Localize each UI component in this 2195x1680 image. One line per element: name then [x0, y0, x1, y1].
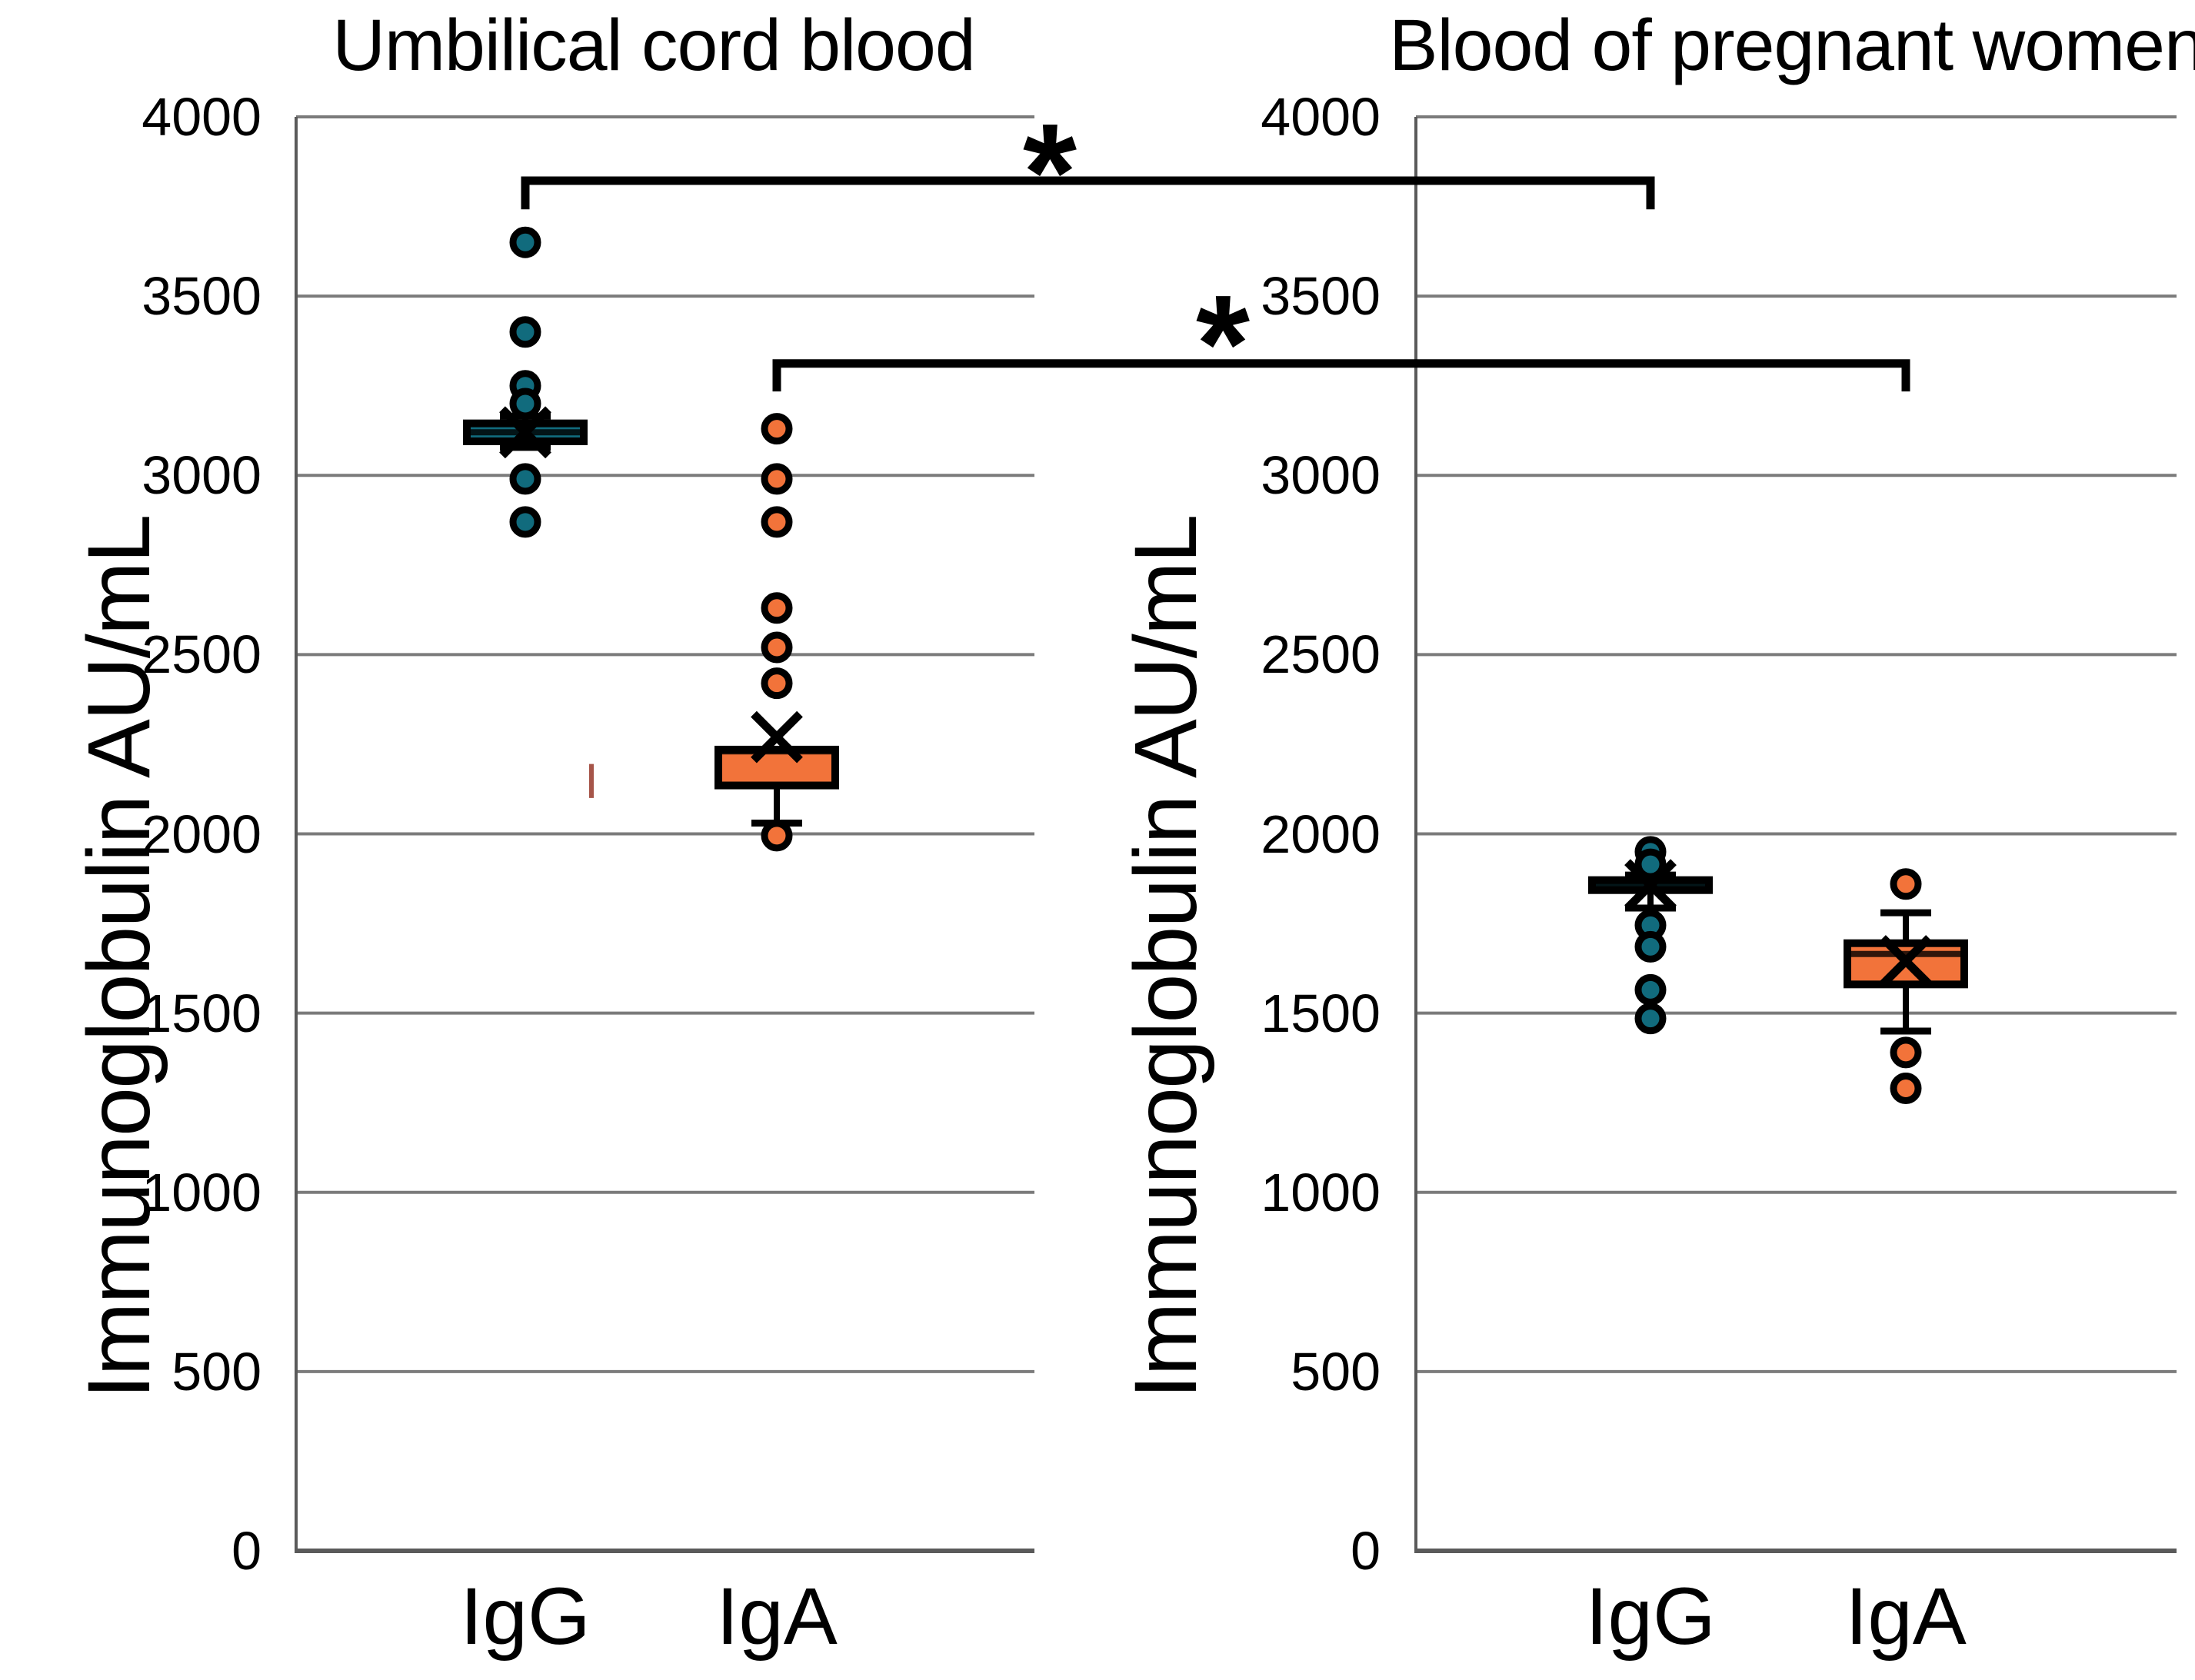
category-label: IgA [716, 1572, 838, 1662]
outlier-point [761, 592, 793, 624]
mean-marker [1624, 859, 1677, 912]
y-tick-label: 4000 [142, 87, 261, 147]
mean-marker [751, 710, 803, 763]
y-tick-label: 1500 [1261, 983, 1381, 1043]
outlier-point [761, 463, 793, 495]
y-tick-label: 3000 [1261, 445, 1381, 506]
category-label: IgG [460, 1572, 591, 1662]
significance-bracket [772, 359, 1910, 392]
outlier-point [1634, 930, 1667, 963]
outlier-point [761, 631, 793, 664]
y-tick-label: 1500 [142, 983, 261, 1043]
y-tick-label: 1000 [1261, 1162, 1381, 1223]
significance-asterisk-iga: * [1195, 267, 1251, 421]
outlier-point [1634, 1003, 1667, 1035]
outlier-point [761, 506, 793, 538]
y-tick-label: 500 [172, 1341, 261, 1402]
y-tick-label: 1000 [142, 1162, 261, 1223]
y-tick-label: 2500 [1261, 624, 1381, 685]
y-tick-label: 4000 [1261, 87, 1381, 147]
outlier-point [1890, 1036, 1922, 1069]
y-tick-label: 2500 [142, 624, 261, 685]
category-label: IgA [1845, 1572, 1967, 1662]
mean-marker [1880, 935, 1932, 987]
outlier-point [1890, 1073, 1922, 1105]
box [714, 745, 839, 790]
y-tick-label: 3500 [142, 266, 261, 327]
y-tick-label: 0 [231, 1521, 261, 1581]
panel-title-blood-of-pregnant-women: Blood of pregnant women [1389, 5, 2195, 86]
y-tick-label: 0 [1351, 1521, 1381, 1581]
significance-asterisk-igg: * [1022, 95, 1078, 250]
y-tick-label: 3500 [1261, 266, 1381, 327]
mean-marker [499, 406, 551, 459]
outlier-point [509, 463, 541, 495]
outlier-point [509, 316, 541, 348]
significance-bracket [521, 176, 1655, 210]
y-tick-label: 2000 [142, 803, 261, 864]
outlier-point [761, 667, 793, 700]
y-tick-label: 3000 [142, 445, 261, 506]
panel-title-umbilical-cord-blood: Umbilical cord blood [332, 5, 975, 86]
outlier-point [509, 226, 541, 258]
category-label: IgG [1585, 1572, 1716, 1662]
outlier-point [761, 413, 793, 445]
outlier-point [509, 388, 541, 420]
outlier-point [1634, 973, 1667, 1006]
outlier-point [761, 820, 793, 852]
y-tick-label: 500 [1291, 1341, 1381, 1402]
outlier-point [1634, 848, 1667, 880]
outlier-point [509, 506, 541, 538]
y-tick-label: 2000 [1261, 803, 1381, 864]
outlier-point [1890, 868, 1922, 900]
